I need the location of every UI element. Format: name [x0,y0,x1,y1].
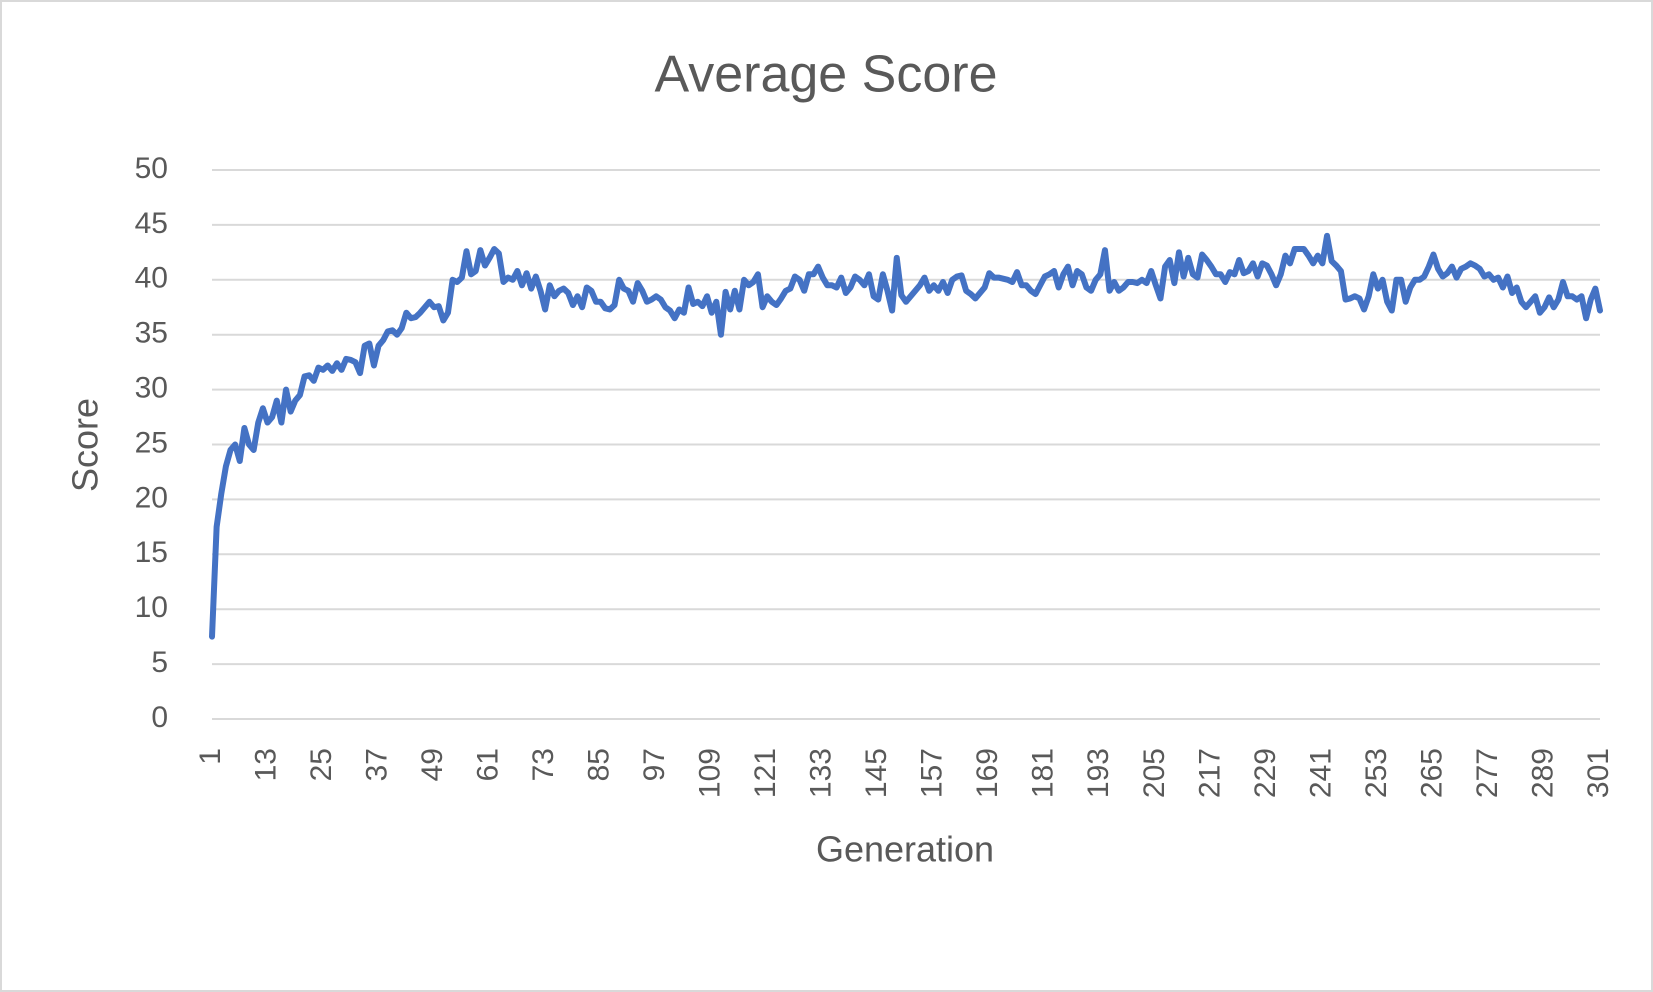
x-tick-label: 97 [638,748,671,781]
x-tick-label: 181 [1027,748,1060,798]
x-tick-label: 121 [749,748,782,798]
x-tick-label: 241 [1304,748,1337,798]
x-tick-label: 73 [527,748,560,781]
y-tick-label: 50 [135,152,168,185]
x-tick-label: 61 [472,748,505,781]
x-axis-title: Generation [816,829,994,870]
x-tick-label: 169 [971,748,1004,798]
y-tick-label: 0 [151,701,168,734]
x-tick-label: 25 [305,748,338,781]
x-tick-label: 205 [1138,748,1171,798]
x-tick-label: 265 [1415,748,1448,798]
x-tick-label: 145 [860,748,893,798]
y-tick-label: 15 [135,536,168,569]
x-tick-label: 13 [249,748,282,781]
y-tick-label: 35 [135,317,168,350]
data-line [209,232,1603,640]
x-tick-label: 229 [1249,748,1282,798]
x-tick-label: 289 [1526,748,1559,798]
y-tick-label: 10 [135,591,168,624]
x-tick-label: 49 [416,748,449,781]
x-tick-label: 301 [1582,748,1615,798]
y-axis-title: Score [65,398,106,492]
x-tick-label: 277 [1471,748,1504,798]
x-tick-label: 109 [694,748,727,798]
x-tick-label: 85 [583,748,616,781]
chart-title: Average Score [654,46,997,104]
x-tick-label: 133 [805,748,838,798]
y-tick-label: 5 [151,646,168,679]
x-tick-label: 157 [916,748,949,798]
x-tick-label: 37 [360,748,393,781]
x-tick-label: 1 [194,748,227,765]
y-tick-label: 20 [135,481,168,514]
y-tick-label: 45 [135,207,168,240]
x-tick-label: 217 [1193,748,1226,798]
x-tick-label: 253 [1360,748,1393,798]
x-tick-label: 193 [1082,748,1115,798]
y-tick-label: 40 [135,262,168,295]
y-tick-label: 25 [135,426,168,459]
y-tick-label: 30 [135,372,168,405]
